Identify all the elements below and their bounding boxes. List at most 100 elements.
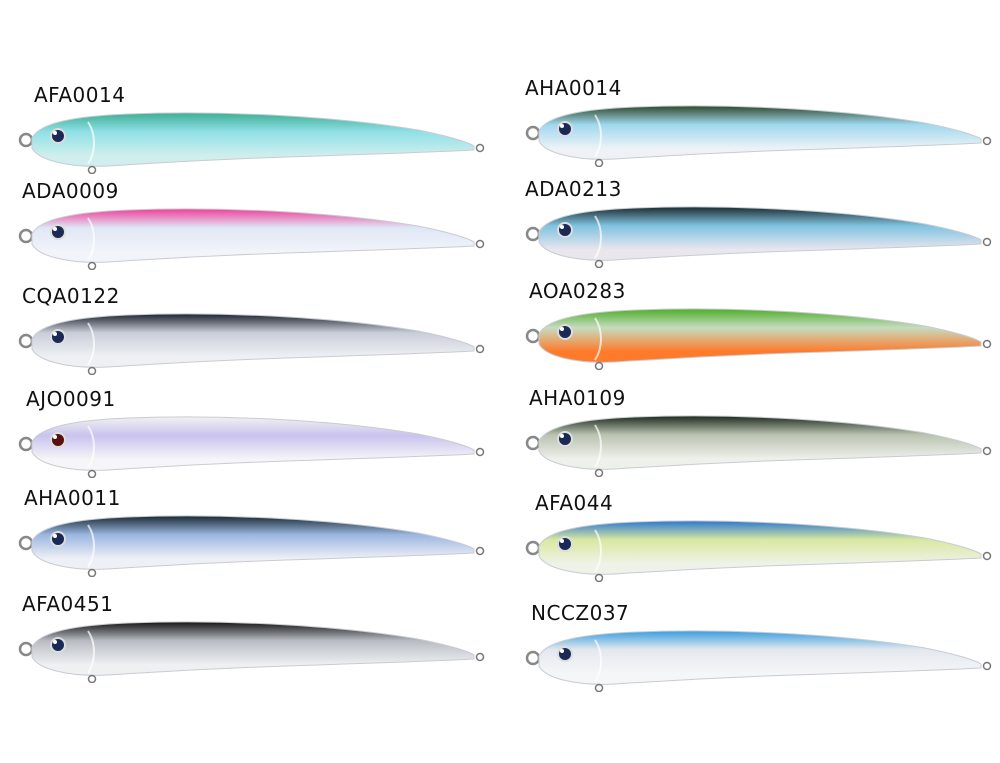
gill-line: [594, 424, 602, 468]
line-eye-ring: [525, 328, 541, 344]
lure-image: [18, 112, 485, 174]
hook-eye-belly: [594, 683, 604, 692]
lure-code-label: NCCZ037: [531, 601, 630, 625]
lure-body: [31, 313, 475, 368]
lure-item: AFA044: [525, 492, 1000, 592]
line-eye-ring: [525, 226, 541, 242]
tail-eye: [475, 546, 485, 556]
lure-image: [18, 208, 485, 270]
gill-line: [87, 121, 95, 165]
lure-item: AOA0283: [525, 280, 1000, 380]
lure-body: [538, 105, 982, 160]
tail-eye: [475, 447, 485, 457]
lure-body: [538, 308, 982, 363]
line-eye-ring: [18, 333, 34, 349]
hook-eye-belly: [87, 568, 97, 577]
lure-body: [31, 416, 475, 471]
gill-line: [87, 217, 95, 261]
lure-body: [31, 208, 475, 263]
lure-body: [31, 621, 475, 676]
line-eye-ring: [18, 132, 34, 148]
eye-icon: [557, 536, 573, 552]
lure-image: [525, 206, 992, 268]
lure-code-label: AHA0011: [24, 486, 121, 510]
tail-eye: [982, 339, 992, 349]
eye-icon: [557, 646, 573, 662]
lure-code-label: AHA0014: [525, 76, 622, 100]
gill-line: [87, 524, 95, 568]
line-eye-ring: [18, 228, 34, 244]
lure-body: [538, 206, 982, 261]
hook-eye-belly: [87, 469, 97, 478]
eye-icon: [50, 637, 66, 653]
hook-eye-belly: [87, 165, 97, 174]
gill-line: [87, 425, 95, 469]
gill-line: [594, 215, 602, 259]
tail-eye: [982, 237, 992, 247]
line-eye-ring: [18, 535, 34, 551]
lure-code-label: AOA0283: [529, 279, 626, 303]
line-eye-ring: [525, 435, 541, 451]
lure-image: [525, 308, 992, 370]
lure-code-label: AFA0451: [22, 592, 114, 616]
gill-line: [87, 322, 95, 366]
lure-body: [31, 112, 475, 167]
tail-eye: [475, 344, 485, 354]
line-eye-ring: [525, 650, 541, 666]
eye-icon: [557, 324, 573, 340]
lure-item: AHA0109: [525, 387, 1000, 487]
eye-icon: [50, 531, 66, 547]
lure-body: [538, 415, 982, 470]
lure-item: AJO0091: [18, 388, 498, 488]
eye-icon: [50, 128, 66, 144]
tail-eye: [475, 652, 485, 662]
lure-item: ADA0213: [525, 178, 1000, 278]
lure-image: [525, 415, 992, 477]
lure-code-label: CQA0122: [22, 284, 120, 308]
gill-line: [594, 317, 602, 361]
hook-eye-belly: [87, 674, 97, 683]
lure-code-label: AHA0109: [529, 386, 626, 410]
eye-icon: [557, 222, 573, 238]
lure-item: AHA0014: [525, 77, 1000, 177]
lure-image: [525, 105, 992, 167]
tail-eye: [982, 446, 992, 456]
lure-image: [525, 520, 992, 582]
hook-eye-belly: [87, 261, 97, 270]
lure-image: [18, 515, 485, 577]
gill-line: [594, 529, 602, 573]
lure-item: AFA0014: [18, 84, 498, 184]
line-eye-ring: [18, 641, 34, 657]
line-eye-ring: [18, 436, 34, 452]
lure-code-label: AJO0091: [26, 387, 116, 411]
eye-icon: [50, 224, 66, 240]
eye-icon: [557, 121, 573, 137]
eye-icon: [557, 431, 573, 447]
tail-eye: [982, 661, 992, 671]
lure-image: [525, 630, 992, 692]
line-eye-ring: [525, 125, 541, 141]
lure-item: ADA0009: [18, 180, 498, 280]
hook-eye-belly: [87, 366, 97, 375]
lure-item: AFA0451: [18, 593, 498, 693]
lure-code-label: ADA0213: [525, 177, 622, 201]
lure-code-label: ADA0009: [22, 179, 119, 203]
line-eye-ring: [525, 540, 541, 556]
tail-eye: [475, 239, 485, 249]
lure-item: NCCZ037: [525, 602, 1000, 702]
lure-image: [18, 416, 485, 478]
tail-eye: [475, 143, 485, 153]
gill-line: [594, 639, 602, 683]
lure-body: [538, 630, 982, 685]
tail-eye: [982, 136, 992, 146]
lure-item: AHA0011: [18, 487, 498, 587]
hook-eye-belly: [594, 158, 604, 167]
hook-eye-belly: [594, 259, 604, 268]
tail-eye: [982, 551, 992, 561]
lure-image: [18, 621, 485, 683]
lure-code-label: AFA044: [535, 491, 614, 515]
lure-body: [31, 515, 475, 570]
gill-line: [594, 114, 602, 158]
lure-body: [538, 520, 982, 575]
eye-icon: [50, 432, 66, 448]
